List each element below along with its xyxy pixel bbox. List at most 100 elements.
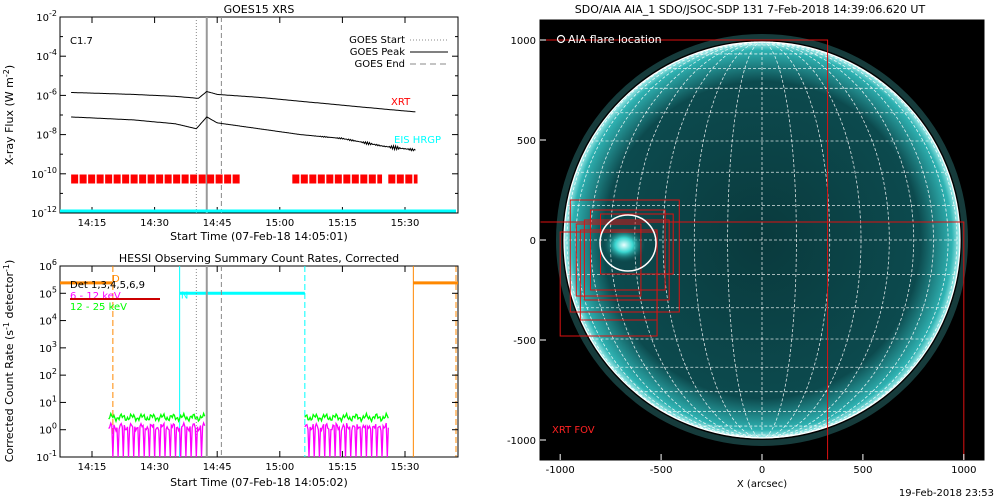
goes-xrt-label: XRT (391, 97, 411, 108)
longitude-line (761, 41, 890, 439)
xrt-fov-boxes (540, 39, 965, 460)
goes-ytick-label: 10-10 (31, 166, 57, 181)
hessi-series (108, 411, 389, 458)
goes-ylabel: X-ray Flux (W m-2) (2, 65, 16, 165)
goes-eis-label: EIS HRGP (394, 135, 441, 146)
goes-ytick-label: 10-2 (36, 9, 57, 24)
hessi-series-line (108, 420, 206, 458)
hessi-xtick-label: 14:45 (203, 462, 232, 473)
aia-ytick-label: 1000 (511, 36, 536, 47)
hessi-series-line (304, 411, 389, 424)
goes-legend-label: GOES End (355, 59, 405, 70)
xrt-fov-box (540, 221, 965, 460)
aia-legend-symbol (556, 34, 566, 44)
hessi-ytick-label: 106 (39, 258, 57, 273)
hessi-yticks: 10-1 100 101 102 103 104 105 106 (36, 258, 458, 464)
longitude-line (761, 41, 934, 439)
aia-ytick-label: -500 (513, 336, 536, 347)
hessi-night-saa: DN (60, 266, 458, 457)
goes-xtick-label: 14:30 (140, 218, 169, 229)
aia-flare-location-marker (599, 214, 657, 272)
aia-fov-label: XRT FOV (552, 425, 595, 436)
goes-ytick-label: 10-12 (31, 205, 57, 220)
goes-title: GOES15 XRS (224, 3, 295, 16)
aia-xtick-label: 500 (853, 465, 872, 476)
xrt-fov-box (569, 199, 680, 313)
aia-legend-label: AIA flare location (568, 33, 662, 46)
longitude-line (761, 41, 915, 439)
goes-series-line (71, 116, 416, 152)
hessi-xlabel: Start Time (07-Feb-18 14:05:02) (170, 476, 348, 489)
hessi-ytick-label: 105 (39, 285, 57, 300)
aia-title: SDO/AIA AIA_1 SDO/JSOC-SDP 131 7-Feb-201… (575, 3, 926, 16)
goes-ytick-label: 10-4 (36, 48, 57, 63)
hessi-xtick-label: 15:30 (391, 462, 420, 473)
xrt-fov-box (540, 39, 829, 460)
goes-flare-class: C1.7 (70, 36, 93, 47)
longitude-line (566, 41, 763, 439)
hessi-legend-label: 6 - 12 keV (70, 291, 121, 302)
aia-xtick-label: -500 (650, 465, 673, 476)
hessi-panel: HESSI Observing Summary Count Rates, Cor… (2, 252, 459, 489)
hessi-ytick-label: 101 (39, 394, 57, 409)
sun-corona (556, 34, 968, 446)
goes-ytick-label: 10-8 (36, 127, 57, 142)
xrt-fov-box (583, 219, 670, 301)
aia-xlabel: X (arcsec) (737, 479, 787, 490)
hessi-series-line (304, 421, 389, 458)
hessi-series-line (108, 411, 206, 424)
aia-xtick-label: 0 (759, 465, 765, 476)
hessi-event-lines (195, 266, 222, 457)
longitude-line (761, 41, 831, 439)
goes-event-lines (195, 17, 222, 213)
hessi-ytick-label: 102 (39, 367, 57, 382)
longitude-line (761, 41, 958, 439)
goes-series-line (71, 90, 416, 113)
xrt-fov-box (589, 209, 666, 291)
goes-xtick-label: 14:15 (78, 218, 107, 229)
goes-legend-label: GOES Peak (350, 47, 405, 58)
hessi-saa-marker: N (181, 291, 188, 302)
hessi-xtick-label: 15:15 (328, 462, 357, 473)
goes-yticks: 10-12 10-10 10-8 10-6 10-4 10-2 (31, 9, 458, 220)
hessi-legend-label: Det 1,3,4,5,6,9 (70, 280, 145, 291)
goes-panel: GOES15 XRS 14:15 14:30 14:45 15:00 15:15 15:3… (2, 3, 459, 243)
goes-ytick-label: 10-6 (36, 87, 57, 102)
goes-xtick-label: 14:45 (203, 218, 232, 229)
aia-timestamp: 19-Feb-2018 23:53 (899, 488, 994, 499)
hessi-xtick-label: 15:00 (265, 462, 294, 473)
longitude-line (662, 41, 763, 439)
hessi-plot-frame (59, 265, 459, 458)
longitude-line (761, 41, 797, 439)
goes-xtick-label: 15:15 (328, 218, 357, 229)
aia-xtick-label: -1000 (546, 465, 575, 476)
goes-xtick-label: 15:30 (391, 218, 420, 229)
hessi-ytick-label: 100 (39, 422, 57, 437)
longitude-line (761, 41, 949, 439)
aia-ytick-label: 0 (530, 236, 536, 247)
heliographic-grid (563, 41, 961, 439)
aia-yticks: -1000 -500 0 500 1000 (507, 36, 546, 447)
aia-xticks: -1000 -500 0 500 1000 (546, 454, 977, 476)
limb-line (563, 41, 961, 439)
flare-region (602, 227, 646, 263)
longitude-line (693, 41, 763, 439)
hessi-xtick-label: 14:30 (140, 462, 169, 473)
hessi-legend-label: 12 - 25 keV (70, 302, 127, 313)
goes-xtick-label: 15:00 (265, 218, 294, 229)
hessi-ytick-label: 104 (39, 313, 57, 328)
goes-legend-label: GOES Start (349, 35, 405, 46)
aia-ytick-label: 500 (517, 136, 536, 147)
hessi-night-marker: D (112, 274, 120, 285)
hessi-title: HESSI Observing Summary Count Rates, Cor… (119, 252, 399, 265)
aia-panel: SDO/AIA AIA_1 SDO/JSOC-SDP 131 7-Feb-201… (507, 3, 994, 499)
goes-xlabel: Start Time (07-Feb-18 14:05:01) (170, 230, 348, 243)
longitude-line (761, 41, 862, 439)
xrt-fov-box (575, 223, 642, 297)
hessi-xtick-label: 14:15 (78, 462, 107, 473)
hessi-ylabel: Corrected Count Rate (s-1 detector-1) (2, 260, 16, 463)
xrt-fov-box (559, 231, 658, 337)
